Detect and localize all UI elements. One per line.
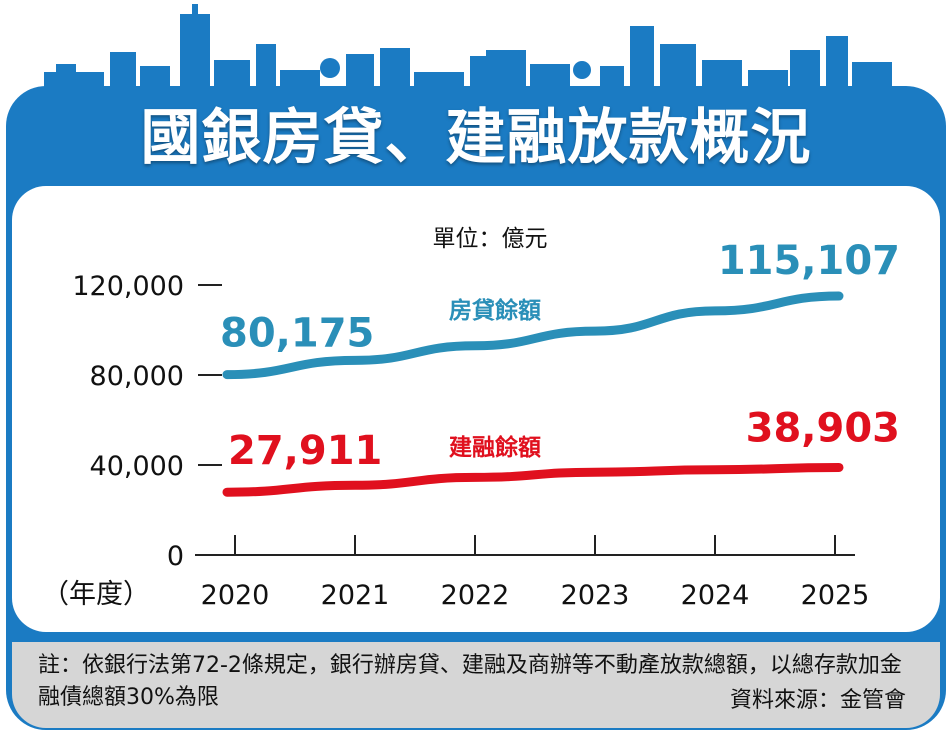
series-line-1 [222,291,844,380]
y-tick-label: 0 [167,541,184,572]
unit-label: 單位：億元 [433,226,548,252]
chart-title: 國銀房貸、建融放款概況 [140,103,812,173]
chart-panel [12,186,940,632]
mortgage-end-value: 115,107 [718,238,900,284]
footer-note-box [12,642,940,728]
city-skyline-decoration [44,4,892,92]
footer-note: 註：依銀行法第72-2條規定，銀行辦房貸、建融及商辦等不動產放款總額，以總存款加… [38,653,902,710]
data-source: 資料來源：金管會 [729,688,906,713]
construction-start-value: 27,911 [228,428,382,474]
x-tick-label: 2020 [201,580,270,611]
x-axis-prefix: （年度） [42,579,150,610]
y-tick-label: 120,000 [72,271,184,302]
x-tick-label: 2021 [321,580,390,611]
x-tick-label: 2022 [441,580,510,611]
y-tick-label: 40,000 [90,451,184,482]
mortgage-series-label: 房貸餘額 [449,297,541,324]
x-tick-label: 2024 [681,580,750,611]
construction-series-label: 建融餘額 [449,434,541,461]
construction-end-value: 38,903 [746,405,900,451]
x-tick-label: 2023 [561,580,630,611]
y-tick-label: 80,000 [90,361,184,392]
series-line-2 [222,462,844,497]
x-tick-label: 2025 [801,580,870,611]
mortgage-start-value: 80,175 [220,311,374,357]
